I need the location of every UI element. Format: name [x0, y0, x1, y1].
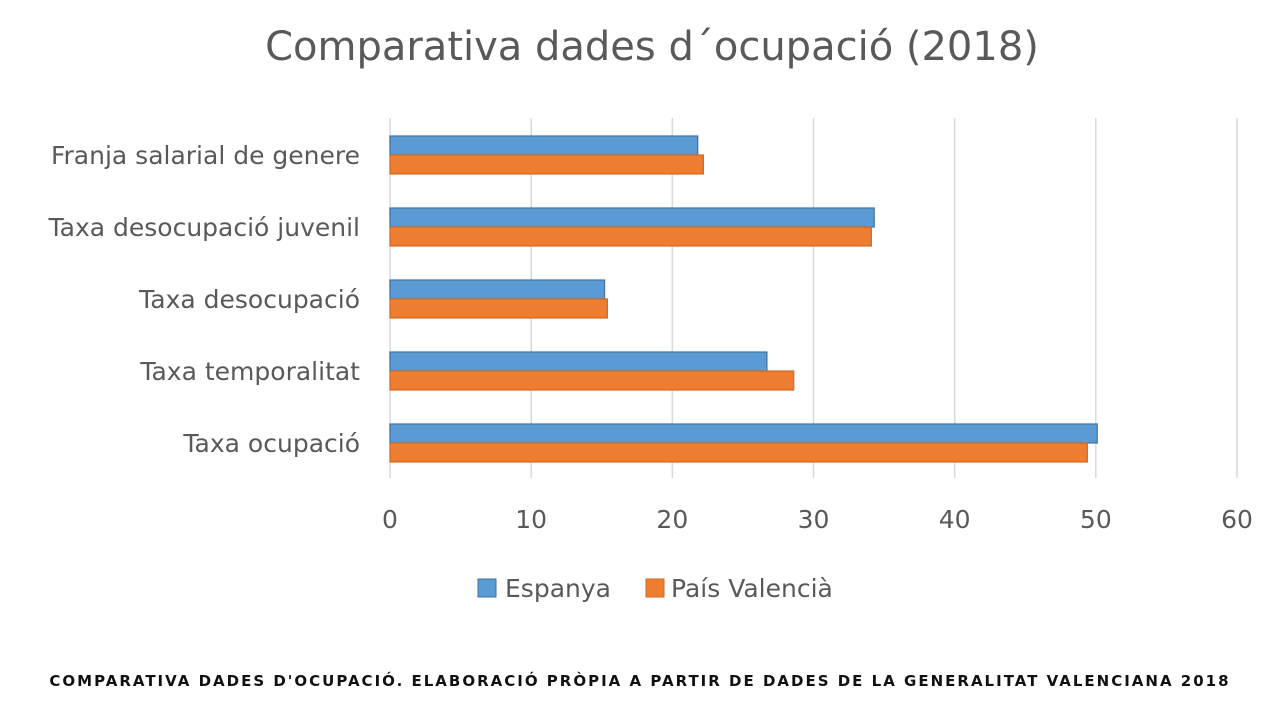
legend-swatch	[477, 578, 497, 598]
bar-pais-valencia	[389, 226, 872, 247]
legend-label: País Valencià	[671, 574, 833, 603]
category-label: Taxa temporalitat	[139, 357, 360, 386]
x-tick-label: 30	[798, 505, 830, 534]
bar-espanya	[389, 135, 699, 156]
x-tick-label: 50	[1080, 505, 1112, 534]
category-label: Taxa desocupació	[138, 285, 360, 314]
x-tick-label: 20	[656, 505, 688, 534]
x-tick-label: 10	[515, 505, 547, 534]
bar-espanya	[389, 279, 606, 300]
legend: Espanya País Valencià	[477, 574, 833, 603]
category-label: Franja salarial de genere	[51, 141, 360, 170]
gridlines	[389, 118, 1238, 478]
bar-espanya	[389, 207, 875, 228]
chart-title: Comparativa dades d´ocupació (2018)	[265, 24, 1039, 70]
bar-pais-valencia	[389, 442, 1088, 463]
bar-espanya	[389, 423, 1098, 444]
legend-swatch	[645, 578, 665, 598]
bars	[389, 135, 1098, 463]
category-label: Taxa desocupació juvenil	[48, 213, 361, 242]
category-label: Taxa ocupació	[182, 429, 360, 458]
bar-pais-valencia	[389, 298, 608, 319]
category-labels: Franja salarial de genere Taxa desocupaci…	[48, 141, 361, 458]
legend-label: Espanya	[505, 574, 611, 603]
bar-pais-valencia	[389, 370, 795, 391]
x-tick-label: 60	[1221, 505, 1253, 534]
bar-pais-valencia	[389, 154, 704, 175]
x-tick-label: 40	[939, 505, 971, 534]
figure-caption: COMPARATIVA DADES D'OCUPACIÓ. ELABORACIÓ…	[49, 672, 1231, 690]
bar-espanya	[389, 351, 768, 372]
x-tick-labels: 0 10 20 30 40 50 60	[382, 505, 1253, 534]
x-tick-label: 0	[382, 505, 398, 534]
